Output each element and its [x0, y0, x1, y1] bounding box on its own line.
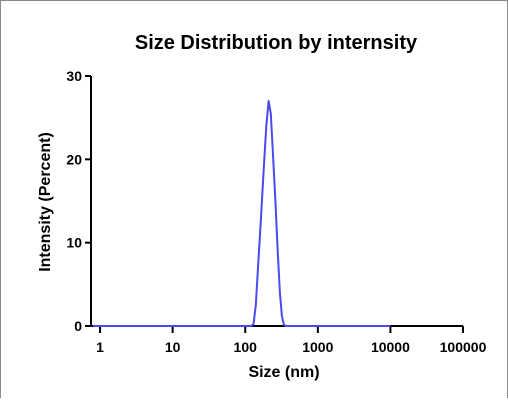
y-tick-label: 10: [66, 235, 82, 251]
x-tick-label: 100: [234, 339, 258, 355]
chart-title: Size Distribution by internsity: [135, 32, 418, 54]
series-line: [93, 100, 391, 327]
y-tick-label: 20: [66, 151, 82, 167]
x-tick-label: 100000: [440, 339, 487, 355]
plot-area: [93, 100, 391, 327]
y-tick-label: 30: [66, 68, 82, 84]
x-axis-label: Size (nm): [248, 364, 319, 381]
x-tick-label: 10: [165, 339, 181, 355]
y-tick-label: 0: [74, 318, 82, 334]
x-tick-label: 10000: [371, 339, 410, 355]
y-axis-label: Intensity (Percent): [37, 132, 54, 272]
x-tick-label: 1: [96, 339, 104, 355]
x-tick-label: 1000: [302, 339, 333, 355]
